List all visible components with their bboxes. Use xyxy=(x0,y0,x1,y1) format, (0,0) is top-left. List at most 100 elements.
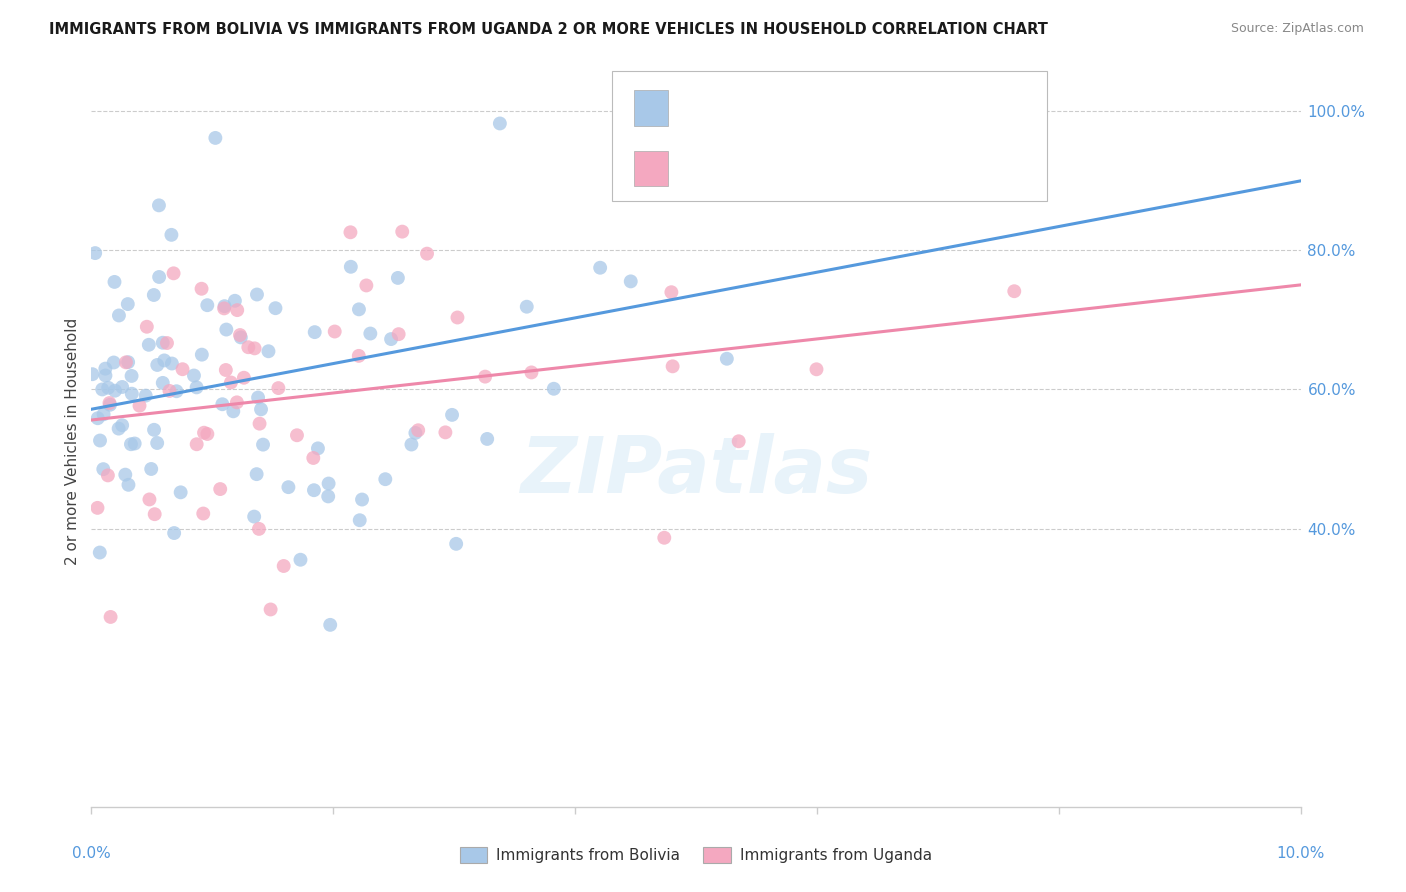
Point xyxy=(146,358,169,372)
Point xyxy=(620,274,643,288)
Point xyxy=(247,391,270,405)
Point xyxy=(152,335,174,350)
Point xyxy=(350,492,373,507)
Point xyxy=(86,500,108,515)
Point xyxy=(716,351,738,366)
Text: 10.0%: 10.0% xyxy=(1277,846,1324,861)
Point xyxy=(225,395,247,409)
Point xyxy=(259,602,281,616)
Text: IMMIGRANTS FROM BOLIVIA VS IMMIGRANTS FROM UGANDA 2 OR MORE VEHICLES IN HOUSEHOL: IMMIGRANTS FROM BOLIVIA VS IMMIGRANTS FR… xyxy=(49,22,1047,37)
Point xyxy=(250,402,273,417)
Point xyxy=(138,492,160,507)
Point xyxy=(806,362,828,376)
Point xyxy=(347,302,370,317)
Point xyxy=(238,340,260,354)
Point xyxy=(111,418,134,433)
Point xyxy=(652,531,675,545)
Point xyxy=(391,225,413,239)
Point xyxy=(446,310,468,325)
Point xyxy=(103,275,125,289)
Point xyxy=(214,299,236,313)
Point xyxy=(215,363,238,377)
Point xyxy=(444,537,467,551)
Point xyxy=(169,485,191,500)
Point xyxy=(589,260,612,275)
Point xyxy=(153,353,176,368)
Point xyxy=(307,442,329,456)
Point xyxy=(285,428,308,442)
Text: R = 0.253   N = 94: R = 0.253 N = 94 xyxy=(678,99,848,117)
Text: ZIPatlas: ZIPatlas xyxy=(520,433,872,508)
Point xyxy=(97,381,120,395)
Point xyxy=(316,490,339,504)
Point xyxy=(159,384,181,398)
Point xyxy=(243,509,266,524)
Point xyxy=(160,357,183,371)
Point xyxy=(489,116,512,130)
Point xyxy=(135,389,157,403)
Point xyxy=(120,437,142,451)
Point xyxy=(89,434,111,448)
Point xyxy=(91,462,114,476)
Point xyxy=(163,526,186,541)
Point xyxy=(108,309,131,323)
Point xyxy=(172,362,194,376)
Point xyxy=(115,355,138,369)
Point xyxy=(247,522,270,536)
Point xyxy=(117,355,139,369)
Point xyxy=(520,366,543,380)
Point xyxy=(141,462,163,476)
Point xyxy=(318,476,340,491)
Point xyxy=(162,266,184,280)
Point xyxy=(474,369,496,384)
Point xyxy=(212,301,235,316)
Point xyxy=(661,285,683,300)
Point xyxy=(224,293,246,308)
Point xyxy=(98,396,121,410)
Point xyxy=(477,432,499,446)
Point xyxy=(401,437,423,451)
Point xyxy=(103,355,125,369)
Legend: Immigrants from Bolivia, Immigrants from Uganda: Immigrants from Bolivia, Immigrants from… xyxy=(454,841,938,869)
Point xyxy=(277,480,299,494)
Point xyxy=(416,246,439,260)
Point xyxy=(406,423,429,437)
Point xyxy=(229,330,252,344)
Point xyxy=(138,338,160,352)
Point xyxy=(117,297,139,311)
Point xyxy=(434,425,457,440)
Point xyxy=(128,399,150,413)
Point xyxy=(195,298,218,312)
Point xyxy=(302,450,325,465)
Point xyxy=(190,282,212,296)
Point xyxy=(441,408,464,422)
Point xyxy=(135,319,157,334)
Point xyxy=(195,427,218,442)
Point xyxy=(273,559,295,574)
Point xyxy=(302,483,325,498)
Point xyxy=(290,553,312,567)
Point xyxy=(82,368,104,382)
Point xyxy=(347,349,370,363)
Point xyxy=(1002,284,1025,298)
Point xyxy=(404,425,426,440)
Point xyxy=(186,437,208,451)
Point xyxy=(267,381,290,395)
Point xyxy=(246,467,269,482)
Point xyxy=(98,398,121,412)
Point xyxy=(359,326,381,341)
Point xyxy=(692,117,714,131)
Point xyxy=(356,278,378,293)
Point xyxy=(104,384,127,398)
Point xyxy=(143,507,166,521)
Point xyxy=(89,545,111,559)
Point xyxy=(124,436,146,450)
Point xyxy=(94,368,117,383)
Point xyxy=(714,161,737,176)
Point xyxy=(166,384,188,399)
Point xyxy=(222,404,245,418)
Point xyxy=(117,478,139,492)
Point xyxy=(160,227,183,242)
Point xyxy=(91,383,114,397)
Point xyxy=(380,332,402,346)
